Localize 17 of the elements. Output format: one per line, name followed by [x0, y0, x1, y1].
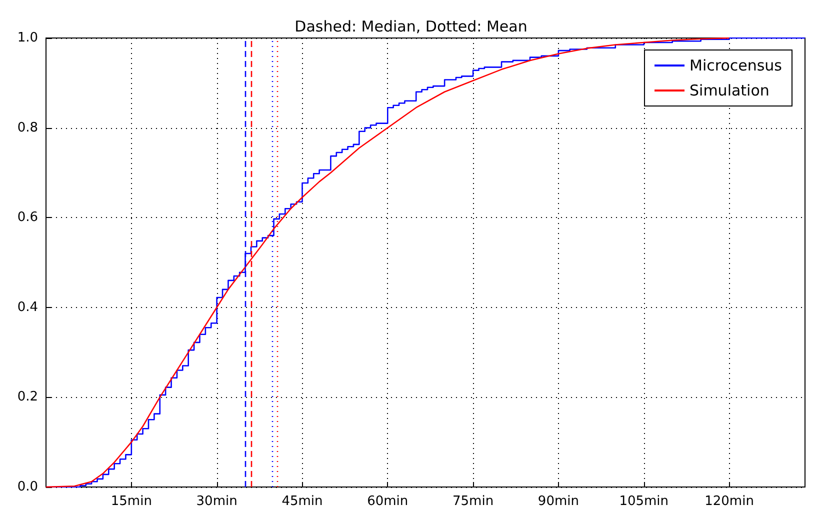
- y-tick-label: 0.6: [17, 210, 38, 226]
- y-tick-label: 0.4: [17, 300, 38, 315]
- y-tick-label: 0.0: [17, 480, 38, 494]
- legend-label: Microcensus: [690, 56, 782, 74]
- x-tick-label: 15min: [110, 494, 152, 509]
- x-tick-label: 90min: [538, 494, 579, 509]
- x-tick-label: 60min: [367, 494, 408, 509]
- x-tick-label: 45min: [282, 494, 323, 509]
- y-tick-label: 0.8: [17, 120, 38, 136]
- x-tick-label: 120min: [704, 494, 754, 509]
- x-tick-label: 75min: [452, 494, 494, 509]
- legend-label: Simulation: [690, 82, 770, 100]
- y-tick-label: 1.0: [17, 30, 38, 46]
- y-tick-label: 0.2: [17, 390, 38, 405]
- chart-title: Dashed: Median, Dotted: Mean: [294, 18, 528, 36]
- x-tick-label: 30min: [196, 494, 238, 509]
- x-tick-label: 105min: [619, 494, 669, 509]
